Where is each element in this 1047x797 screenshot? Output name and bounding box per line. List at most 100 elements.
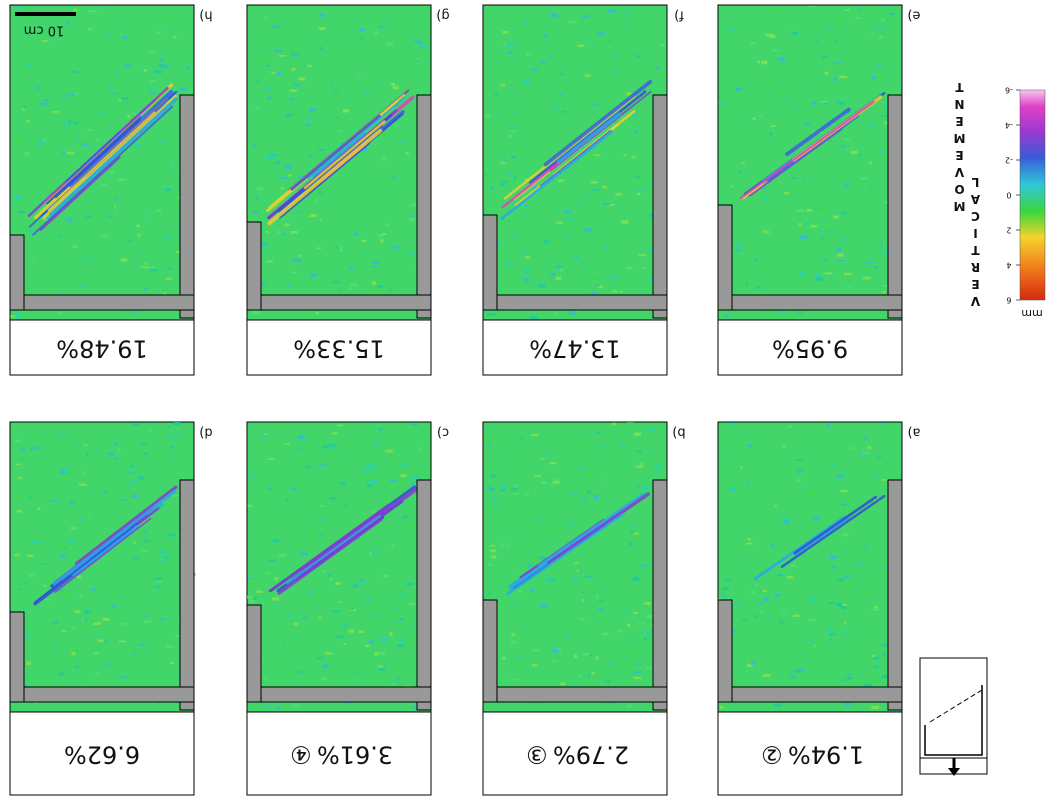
texture (549, 579, 557, 582)
texture (588, 472, 596, 476)
texture (114, 457, 119, 461)
texture (284, 443, 290, 446)
texture (829, 632, 837, 636)
texture (870, 476, 878, 479)
texture (133, 557, 139, 560)
texture (154, 577, 163, 582)
texture (378, 26, 386, 28)
colorbar-tick-label: 2 (1006, 226, 1011, 235)
texture (746, 542, 753, 545)
texture (127, 114, 131, 119)
texture (645, 460, 650, 462)
texture (607, 203, 615, 206)
shear-band (547, 492, 650, 565)
texture (98, 112, 106, 114)
texture (72, 244, 79, 248)
texture (66, 151, 74, 155)
texture (567, 522, 575, 526)
texture (257, 59, 264, 63)
shear-band (32, 105, 174, 236)
texture (803, 706, 807, 709)
texture (761, 60, 768, 65)
shear-band (34, 526, 134, 603)
texture (631, 113, 638, 117)
texture (530, 68, 539, 71)
texture (362, 91, 370, 95)
panel: ④ 3.61% c) (246, 421, 449, 796)
texture (21, 683, 29, 688)
colorbar-tick-label: -6 (1005, 86, 1013, 95)
texture (607, 662, 614, 664)
texture (131, 311, 138, 313)
texture (293, 622, 298, 626)
texture (123, 54, 129, 57)
texture (339, 129, 343, 133)
texture (854, 58, 857, 62)
texture (384, 586, 389, 591)
texture (159, 551, 167, 555)
texture (836, 475, 845, 479)
texture (302, 602, 305, 605)
texture (74, 482, 77, 485)
texture (840, 606, 847, 610)
texture (806, 208, 813, 212)
texture (845, 564, 848, 567)
texture (165, 187, 171, 192)
texture (562, 634, 569, 637)
wall (717, 599, 733, 703)
texture (513, 176, 517, 180)
texture (285, 499, 290, 502)
texture (646, 249, 654, 252)
texture (25, 120, 30, 123)
texture (817, 642, 825, 646)
texture (88, 27, 93, 31)
texture (256, 107, 260, 110)
texture (824, 259, 828, 262)
texture (607, 701, 615, 704)
texture (131, 494, 139, 498)
texture (377, 233, 384, 238)
texture (862, 591, 870, 593)
panel-letter: g) (436, 8, 449, 23)
texture (595, 432, 600, 434)
texture (592, 189, 600, 191)
texture (43, 99, 49, 102)
texture (723, 556, 729, 559)
texture (563, 236, 570, 239)
texture (61, 173, 68, 176)
texture (530, 588, 535, 592)
texture (318, 27, 326, 30)
panel-letter: e) (907, 8, 920, 23)
texture (583, 228, 592, 232)
texture (293, 83, 301, 87)
texture (757, 499, 761, 503)
texture (766, 615, 772, 617)
texture (405, 152, 409, 155)
texture (110, 46, 115, 49)
texture (118, 178, 125, 181)
panel-letter: d) (199, 425, 212, 440)
texture (96, 138, 101, 141)
texture (589, 181, 598, 184)
texture (485, 440, 491, 443)
texture (564, 209, 572, 213)
texture (555, 276, 562, 280)
wall (652, 479, 668, 711)
texture (70, 93, 75, 97)
texture (566, 217, 573, 220)
colorbar-tick-label: 6 (1006, 296, 1011, 305)
texture (318, 534, 323, 537)
texture (165, 277, 172, 280)
texture (385, 42, 394, 46)
texture (364, 467, 371, 471)
texture (761, 288, 764, 291)
texture (737, 171, 742, 174)
texture (130, 480, 138, 485)
texture (853, 500, 856, 503)
texture (633, 676, 642, 679)
texture (382, 157, 386, 162)
texture (31, 541, 40, 544)
texture (23, 529, 27, 533)
texture (379, 437, 382, 440)
texture (95, 449, 99, 452)
